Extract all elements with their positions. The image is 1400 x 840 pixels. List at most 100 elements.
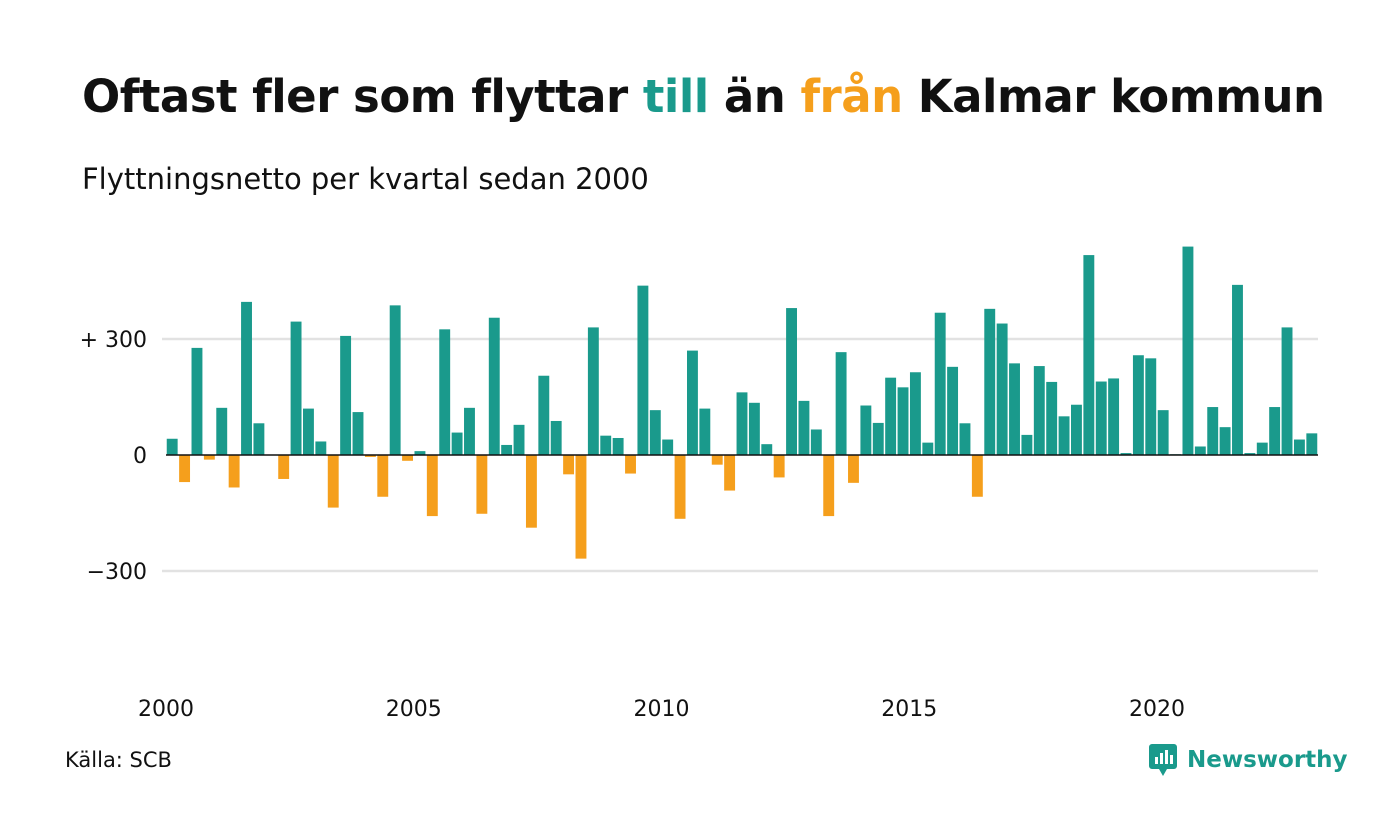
- bar-72: [1058, 416, 1070, 455]
- source-note: Källa: SCB: [65, 748, 172, 772]
- x-tick-label-2015: 2015: [881, 697, 937, 722]
- bar-54: [835, 352, 847, 455]
- bar-chart: + 300 0 −300 2000 2005 2010 2015 2020: [80, 246, 1318, 722]
- bar-15: [352, 412, 364, 455]
- bars: [166, 246, 1318, 559]
- bar-36: [612, 437, 624, 455]
- title-part-2: än: [708, 70, 801, 123]
- newsworthy-brand[interactable]: Newsworthy: [1148, 742, 1348, 778]
- bar-79: [1145, 358, 1157, 455]
- bar-47: [748, 402, 760, 455]
- bar-78: [1132, 355, 1144, 455]
- chart-title: Oftast fler som flyttar till än från Kal…: [82, 70, 1325, 123]
- bar-26: [488, 317, 500, 455]
- bar-21: [426, 455, 438, 517]
- bar-11: [303, 408, 314, 455]
- bar-56: [860, 405, 872, 455]
- bar-0: [166, 438, 178, 455]
- bar-87: [1244, 453, 1256, 455]
- bar-12: [315, 441, 327, 455]
- brand-name: Newsworthy: [1187, 747, 1348, 773]
- bar-42: [687, 350, 698, 455]
- bar-16: [364, 455, 376, 457]
- bar-49: [773, 455, 785, 478]
- bar-71: [1046, 381, 1058, 455]
- newsworthy-logo-icon: [1149, 744, 1177, 776]
- bar-31: [550, 420, 562, 455]
- bar-24: [464, 407, 475, 455]
- bar-83: [1194, 446, 1206, 455]
- bar-19: [402, 455, 413, 461]
- bar-50: [786, 308, 797, 455]
- bar-13: [327, 455, 339, 508]
- bar-9: [278, 455, 290, 479]
- chart-subtitle: Flyttningsnetto per kvartal sedan 2000: [82, 162, 649, 196]
- bar-85: [1219, 427, 1231, 455]
- bar-80: [1157, 410, 1169, 455]
- x-tick-label-2020: 2020: [1129, 697, 1185, 722]
- bar-5: [228, 455, 240, 488]
- y-axis-labels: + 300 0 −300: [80, 328, 147, 585]
- y-tick-label: 0: [133, 444, 147, 469]
- bar-51: [798, 400, 810, 455]
- bar-92: [1306, 433, 1318, 455]
- bar-3: [203, 455, 215, 460]
- bar-45: [724, 455, 736, 491]
- bar-58: [885, 377, 897, 455]
- bar-48: [761, 444, 773, 455]
- bar-70: [1033, 366, 1045, 455]
- bar-64: [959, 423, 971, 455]
- title-part-1: Oftast fler som flyttar: [82, 70, 643, 123]
- bar-86: [1232, 284, 1243, 455]
- bar-68: [1009, 363, 1020, 455]
- bar-62: [934, 312, 946, 455]
- bar-69: [1021, 434, 1033, 455]
- bar-34: [587, 327, 599, 455]
- title-part-3: Kalmar kommun: [902, 70, 1325, 123]
- x-axis-labels: 2000 2005 2010 2015 2020: [138, 697, 1185, 722]
- bar-41: [674, 455, 686, 519]
- bar-4: [216, 407, 228, 455]
- bar-53: [823, 455, 835, 517]
- bar-73: [1071, 404, 1082, 455]
- bar-17: [377, 455, 389, 497]
- bar-40: [662, 439, 674, 455]
- bar-59: [897, 387, 909, 455]
- bar-29: [525, 455, 537, 528]
- bar-65: [971, 455, 983, 497]
- bar-67: [996, 323, 1008, 455]
- bar-6: [241, 301, 252, 455]
- x-tick-label-2005: 2005: [386, 697, 442, 722]
- bar-63: [947, 366, 959, 455]
- bar-61: [922, 442, 934, 455]
- bar-28: [513, 424, 525, 455]
- bar-46: [736, 392, 748, 455]
- bar-75: [1095, 381, 1107, 455]
- bar-74: [1083, 255, 1095, 455]
- bar-30: [538, 375, 550, 455]
- bar-32: [563, 455, 575, 475]
- bar-2: [191, 347, 203, 455]
- bar-60: [909, 372, 921, 455]
- bar-52: [810, 429, 822, 455]
- bar-88: [1256, 442, 1268, 455]
- bar-18: [389, 305, 401, 455]
- bar-76: [1108, 378, 1120, 455]
- bar-43: [699, 408, 711, 455]
- bar-66: [984, 308, 996, 455]
- bar-55: [848, 455, 859, 483]
- bar-7: [253, 423, 265, 455]
- bar-57: [872, 422, 884, 455]
- title-fran-highlight: från: [800, 70, 903, 123]
- bar-44: [711, 455, 723, 465]
- bar-33: [575, 455, 587, 559]
- title-till-highlight: till: [642, 70, 709, 123]
- gridlines: [162, 337, 1318, 573]
- x-tick-label-2000: 2000: [138, 697, 194, 722]
- bar-35: [600, 435, 612, 455]
- bar-38: [637, 285, 649, 455]
- bar-10: [290, 321, 302, 455]
- bar-90: [1281, 327, 1293, 455]
- bar-14: [340, 335, 352, 455]
- x-tick-label-2010: 2010: [633, 697, 689, 722]
